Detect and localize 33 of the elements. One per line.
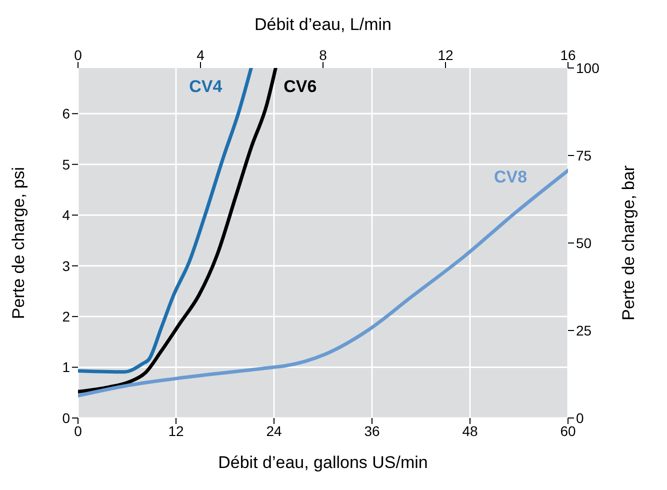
x2-tick-label: 12: [438, 47, 454, 63]
x-tick-label: 48: [462, 422, 478, 439]
y2-tick-label: 0: [576, 410, 584, 426]
y2-axis-title: Perte de charge, bar: [619, 165, 638, 320]
line-series: [78, 168, 568, 398]
x-tick-label: 24: [266, 422, 282, 439]
y-tick-label: 5: [62, 156, 70, 172]
x2-tick-label: 16: [560, 47, 576, 63]
y2-tick-label: 25: [576, 322, 592, 338]
x-axis-title: Débit d’eau, gallons US/min: [218, 453, 428, 472]
y-tick-label: 1: [62, 359, 70, 376]
series-label: CV4: [189, 77, 223, 96]
y-tick-label: 3: [62, 258, 70, 274]
y2-tick-label: 100: [576, 60, 600, 76]
series-label: CV6: [284, 77, 317, 96]
x2-axis-title: Débit d’eau, L/min: [254, 15, 392, 34]
line-series: [78, 68, 278, 394]
x2-tick-label: 8: [319, 47, 328, 63]
y2-tick-label: 75: [576, 147, 592, 164]
series-label: CV8: [494, 167, 528, 186]
y-tick-label: 6: [62, 106, 70, 122]
x-tick-label: 36: [364, 422, 380, 439]
x-tick-label: 0: [74, 422, 82, 439]
y-axis-title: Perte de charge, psi: [9, 166, 28, 320]
x-tick-label: 12: [168, 422, 184, 439]
y-tick-label: 0: [62, 410, 70, 426]
x-tick-label: 60: [560, 422, 576, 439]
x2-tick-label: 0: [74, 47, 82, 63]
line-series: [78, 68, 253, 374]
y2-tick-label: 50: [576, 234, 592, 251]
y-tick-label: 2: [62, 308, 70, 325]
y-tick-label: 4: [62, 207, 70, 224]
x2-tick-label: 4: [196, 47, 205, 63]
